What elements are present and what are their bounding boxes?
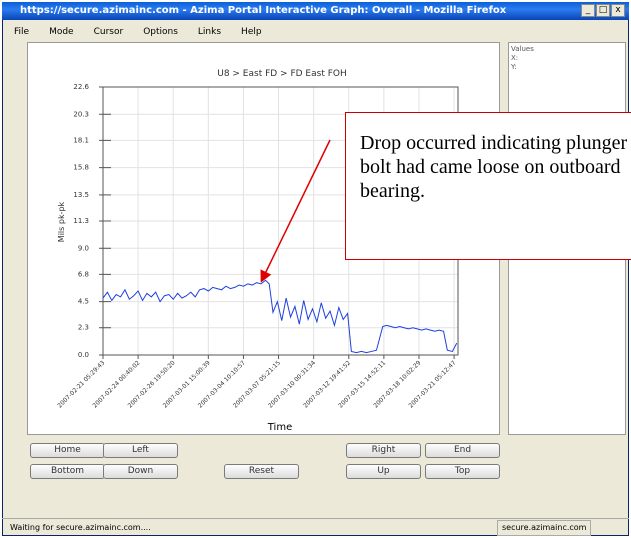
nav-button[interactable]: Home — [30, 443, 105, 458]
value-label: Y: — [511, 63, 517, 71]
menu-item[interactable]: Cursor — [93, 27, 124, 37]
y-tick-label: 9.0 — [78, 244, 89, 252]
status-text: Waiting for secure.azimainc.com.... — [10, 523, 151, 532]
y-tick-label: 0.0 — [78, 351, 89, 359]
y-tick-label: 15.8 — [73, 164, 89, 172]
annotation-arrow — [260, 139, 331, 283]
nav-button[interactable]: Right — [346, 443, 421, 458]
y-tick-label: 4.5 — [78, 298, 89, 306]
menu-item[interactable]: File — [14, 27, 30, 37]
menu-item[interactable]: Help — [241, 27, 262, 37]
menu-item[interactable]: Links — [197, 27, 222, 37]
y-tick-label: 2.3 — [78, 324, 89, 332]
data-line — [102, 279, 458, 354]
nav-button[interactable]: Bottom — [30, 464, 105, 479]
value-label: Values — [511, 45, 534, 53]
title-bar: https://secure.azimainc.com - Azima Port… — [2, 2, 629, 20]
menu-item[interactable]: Options — [143, 27, 178, 37]
status-bar: Waiting for secure.azimainc.com.... secu… — [2, 518, 629, 536]
y-axis-label: Mils pk-pk — [57, 201, 66, 242]
chart-title: U8 > East FD > FD East FOH — [217, 69, 347, 79]
y-tick-label: 20.3 — [73, 110, 89, 118]
menu-bar: File Mode Cursor Options Links Help — [8, 24, 504, 40]
y-tick-label: 18.1 — [73, 136, 89, 144]
annotation: Drop occurred indicating plunger bolt ha… — [345, 112, 631, 260]
nav-button[interactable]: Top — [425, 464, 500, 479]
maximize-button[interactable]: □ — [596, 4, 610, 17]
nav-button[interactable]: Reset — [224, 464, 299, 479]
x-axis-label: Time — [267, 422, 292, 433]
value-label: X: — [511, 54, 519, 62]
nav-button[interactable]: Up — [346, 464, 421, 479]
status-host: secure.azimainc.com — [497, 520, 592, 536]
nav-button[interactable]: Down — [103, 464, 178, 479]
nav-button[interactable]: Left — [103, 443, 178, 458]
y-tick-label: 22.6 — [73, 83, 89, 91]
y-tick-label: 13.5 — [73, 191, 89, 199]
menu-item[interactable]: Mode — [49, 27, 74, 37]
y-tick-label: 11.3 — [73, 217, 89, 225]
y-tick-label: 6.8 — [78, 270, 89, 278]
close-button[interactable]: x — [611, 4, 625, 17]
nav-button[interactable]: End — [425, 443, 500, 458]
minimize-button[interactable]: _ — [581, 4, 595, 17]
